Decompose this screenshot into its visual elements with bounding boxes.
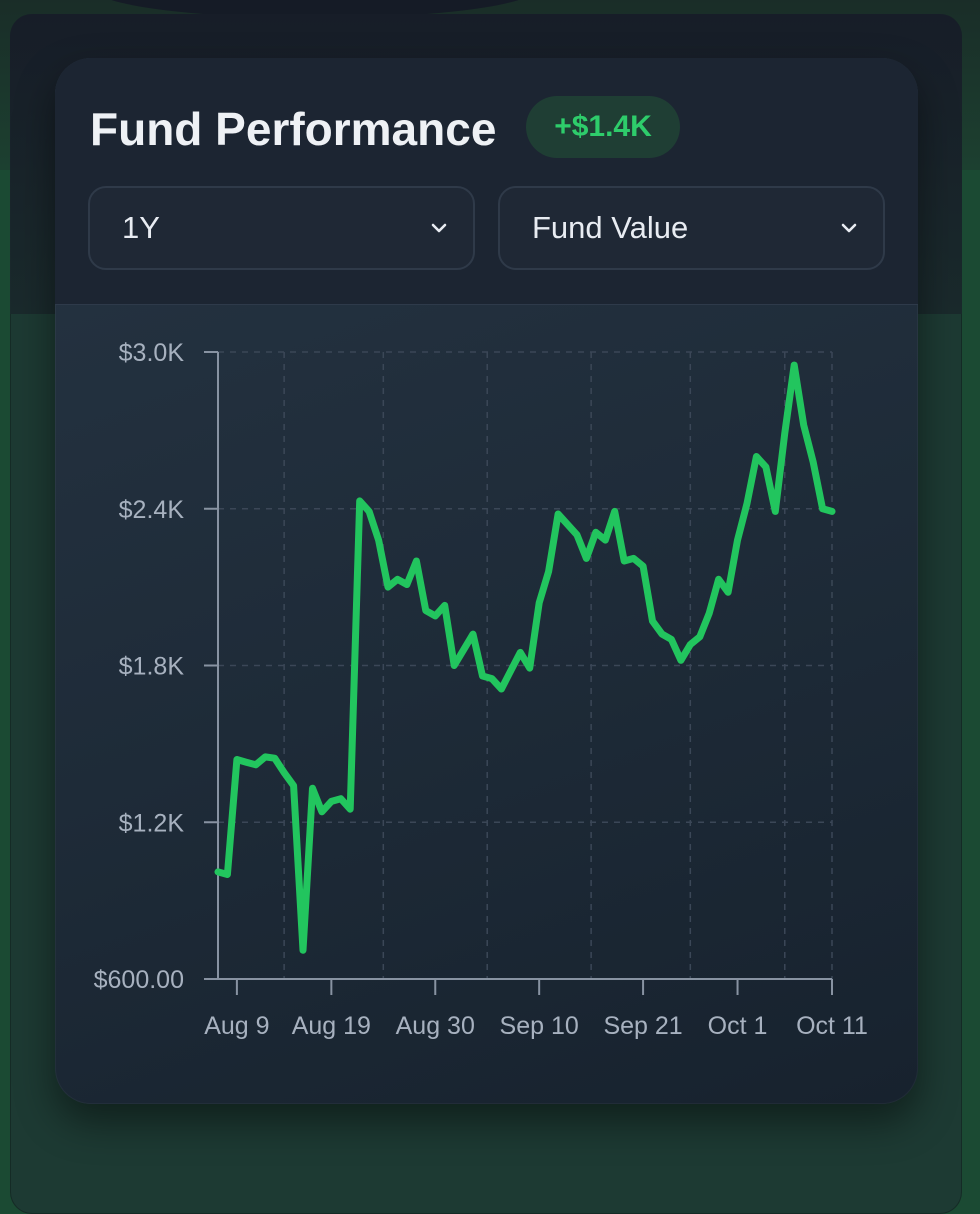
data-point [829,508,835,514]
data-point [508,668,514,674]
data-point [376,537,382,543]
range-select[interactable]: 1Y [88,186,475,270]
data-point [555,511,561,517]
data-point [385,584,391,590]
data-point [744,501,750,507]
data-point [659,631,665,637]
data-point [215,869,221,875]
range-select-value: 1Y [122,210,160,245]
data-point [461,647,467,653]
x-tick-label: Aug 9 [204,1012,269,1040]
data-point [763,464,769,470]
data-point [253,762,259,768]
data-point [668,636,674,642]
data-point [291,783,297,789]
data-point [801,422,807,428]
data-point [650,618,656,624]
chevron-down-icon [841,223,857,233]
data-point [310,785,316,791]
data-point [725,589,731,595]
data-point [621,558,627,564]
metric-select[interactable]: Fund Value [498,186,885,270]
x-tick-label: Sep 10 [500,1012,579,1040]
data-point [546,569,552,575]
x-tick-label: Oct 11 [796,1012,868,1040]
data-point [583,555,589,561]
data-point [366,508,372,514]
data-point [224,872,230,878]
card-title: Fund Performance [90,103,497,155]
x-tick-label: Aug 30 [396,1012,475,1040]
metric-select-value: Fund Value [532,210,689,245]
card-header: Fund Performance +$1.4K 1Y Fund Value [55,58,918,305]
data-point [442,602,448,608]
data-point [640,563,646,569]
data-point [527,665,533,671]
data-point [593,529,599,535]
data-point [413,558,419,564]
data-point [820,506,826,512]
data-point [328,798,334,804]
background-shape [95,0,535,18]
data-point [772,508,778,514]
data-point [612,508,618,514]
data-point [602,537,608,543]
data-point [272,755,278,761]
data-point [243,759,249,765]
data-point [395,576,401,582]
data-point [451,663,457,669]
change-badge: +$1.4K [526,96,680,158]
data-point [262,754,268,760]
data-point [678,657,684,663]
data-point [234,757,240,763]
data-point [697,634,703,640]
data-point [432,613,438,619]
data-point [735,537,741,543]
data-point [782,430,788,436]
data-point [536,600,542,606]
y-tick-label: $3.0K [119,339,185,367]
fund-performance-card: Fund Performance +$1.4K 1Y Fund Value $6… [55,58,918,1104]
data-point [687,642,693,648]
chevron-down-icon [431,223,447,233]
data-point [753,454,759,460]
y-tick-label: $1.2K [119,809,185,837]
data-point [498,686,504,692]
data-point [347,806,353,812]
data-point [517,649,523,655]
data-point [706,610,712,616]
x-tick-label: Oct 1 [708,1012,768,1040]
x-tick-label: Sep 21 [603,1012,682,1040]
data-point [338,796,344,802]
y-tick-label: $600.00 [94,966,184,994]
data-point [716,576,722,582]
y-tick-label: $1.8K [119,653,185,681]
data-point [489,676,495,682]
data-point [281,770,287,776]
data-point [631,555,637,561]
data-point [565,521,571,527]
data-point [404,582,410,588]
data-point [791,362,797,368]
data-point [423,608,429,614]
data-point [319,809,325,815]
fund-value-line [214,361,836,954]
fund-value-chart: $600.00 $1.2K $1.8K $2.4K $3.0K Aug 9 Aug 19 Au… [94,339,868,1040]
data-point [810,459,816,465]
data-point [300,947,306,953]
data-point [480,673,486,679]
y-tick-label: $2.4K [119,496,185,524]
data-point [357,498,363,504]
x-tick-label: Aug 19 [292,1012,371,1040]
data-point [470,631,476,637]
data-point [574,532,580,538]
